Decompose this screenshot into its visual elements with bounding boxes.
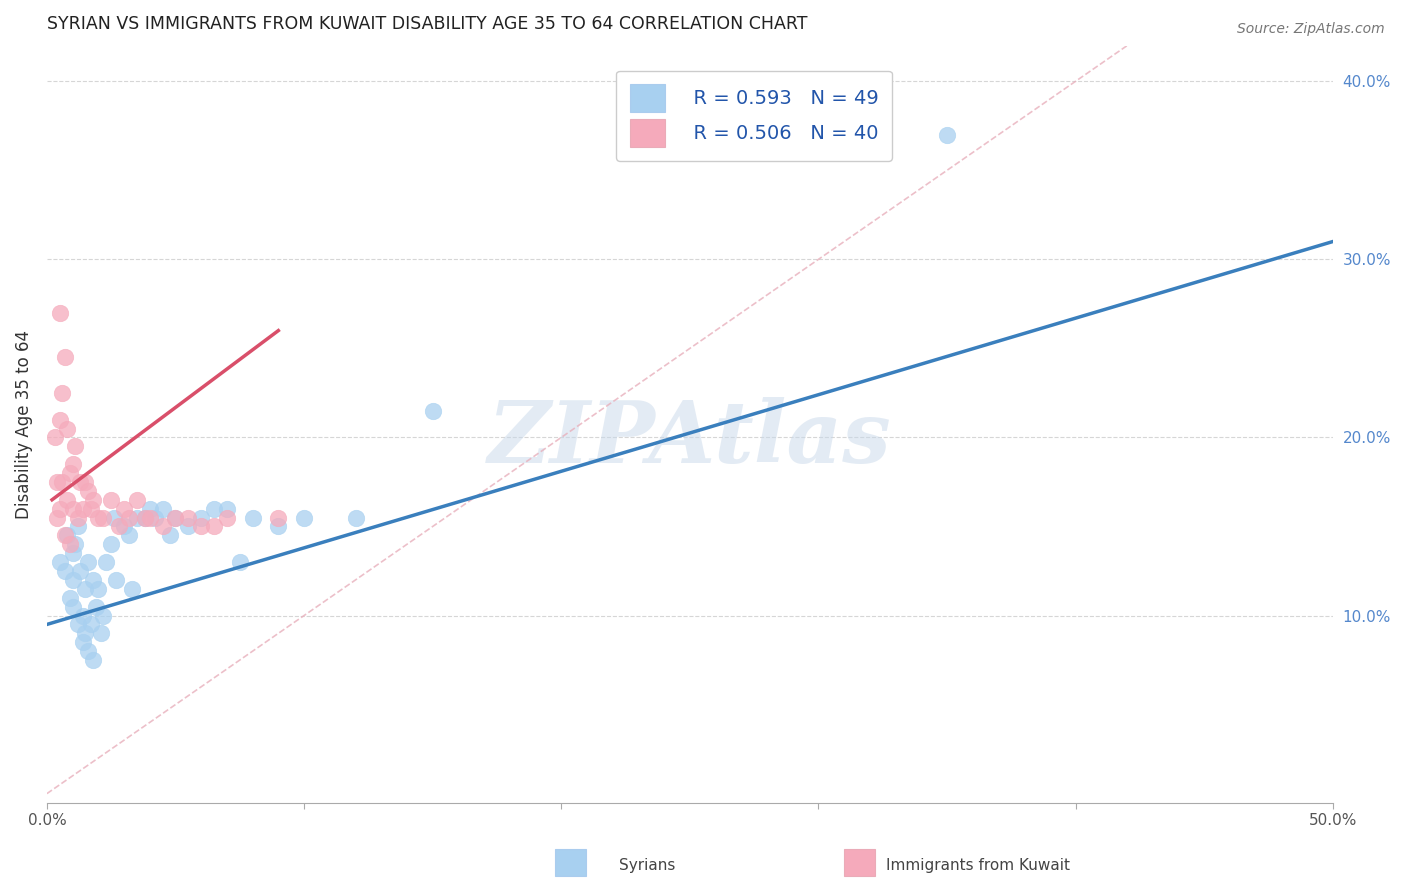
Point <box>56 528 79 542</box>
Point <box>66 519 89 533</box>
Point <box>152 501 174 516</box>
Point <box>108 519 131 533</box>
Point <box>242 510 264 524</box>
Legend:   R = 0.593   N = 49,   R = 0.506   N = 40: R = 0.593 N = 49, R = 0.506 N = 40 <box>616 70 891 161</box>
Point <box>79 501 101 516</box>
Point <box>139 510 162 524</box>
Point <box>100 537 122 551</box>
Point <box>69 475 91 489</box>
Point <box>69 564 91 578</box>
Point <box>87 582 110 596</box>
Point <box>48 412 70 426</box>
Point <box>202 501 225 516</box>
Point <box>165 510 187 524</box>
Point <box>53 528 76 542</box>
Point <box>422 403 444 417</box>
Point <box>139 501 162 516</box>
Point <box>48 306 70 320</box>
Point <box>75 582 97 596</box>
Text: Syrians: Syrians <box>619 858 675 872</box>
Point <box>51 386 73 401</box>
Point <box>62 599 84 614</box>
Point <box>165 510 187 524</box>
Text: Immigrants from Kuwait: Immigrants from Kuwait <box>886 858 1070 872</box>
Point <box>51 475 73 489</box>
Point <box>267 510 290 524</box>
Point <box>62 546 84 560</box>
Point <box>62 457 84 471</box>
Text: Source: ZipAtlas.com: Source: ZipAtlas.com <box>1237 22 1385 37</box>
Point <box>152 519 174 533</box>
Point <box>56 492 79 507</box>
Point <box>112 519 135 533</box>
Point <box>53 351 76 365</box>
Point <box>44 430 66 444</box>
Point <box>229 555 252 569</box>
Point <box>75 475 97 489</box>
Point <box>63 537 86 551</box>
Point <box>84 599 107 614</box>
Point <box>215 501 238 516</box>
Point <box>62 573 84 587</box>
Text: SYRIAN VS IMMIGRANTS FROM KUWAIT DISABILITY AGE 35 TO 64 CORRELATION CHART: SYRIAN VS IMMIGRANTS FROM KUWAIT DISABIL… <box>46 15 807 33</box>
Point <box>63 439 86 453</box>
Point <box>93 608 115 623</box>
Point <box>121 582 143 596</box>
Y-axis label: Disability Age 35 to 64: Disability Age 35 to 64 <box>15 330 32 518</box>
Point <box>344 510 367 524</box>
Point <box>159 528 181 542</box>
Point <box>105 573 128 587</box>
Point <box>72 501 94 516</box>
Point <box>202 519 225 533</box>
Point <box>134 510 156 524</box>
Point <box>118 510 141 524</box>
Point <box>59 466 82 480</box>
Point <box>56 421 79 435</box>
Point <box>72 608 94 623</box>
Point <box>118 528 141 542</box>
Point <box>936 128 959 142</box>
Point <box>134 510 156 524</box>
Point <box>190 519 212 533</box>
Point <box>82 653 104 667</box>
Point <box>190 510 212 524</box>
Point <box>48 555 70 569</box>
Point <box>177 519 200 533</box>
Point <box>66 510 89 524</box>
Point <box>62 501 84 516</box>
Point <box>46 510 69 524</box>
Point <box>77 555 100 569</box>
Point <box>46 475 69 489</box>
Point <box>72 635 94 649</box>
Point <box>267 519 290 533</box>
Point <box>215 510 238 524</box>
Point <box>48 501 70 516</box>
Point <box>87 510 110 524</box>
Point <box>82 492 104 507</box>
Point <box>143 510 166 524</box>
Point <box>59 591 82 605</box>
Point <box>292 510 315 524</box>
Point <box>177 510 200 524</box>
Point <box>94 555 117 569</box>
Point <box>125 510 148 524</box>
Point <box>75 626 97 640</box>
Point <box>100 492 122 507</box>
Point <box>93 510 115 524</box>
Point <box>66 617 89 632</box>
Point <box>79 617 101 632</box>
Point <box>103 510 125 524</box>
Point <box>77 644 100 658</box>
Point <box>112 501 135 516</box>
Point <box>82 573 104 587</box>
Point <box>125 492 148 507</box>
Point <box>53 564 76 578</box>
Point <box>90 626 112 640</box>
Point <box>77 483 100 498</box>
Text: ZIPAtlas: ZIPAtlas <box>488 398 891 481</box>
Point <box>59 537 82 551</box>
